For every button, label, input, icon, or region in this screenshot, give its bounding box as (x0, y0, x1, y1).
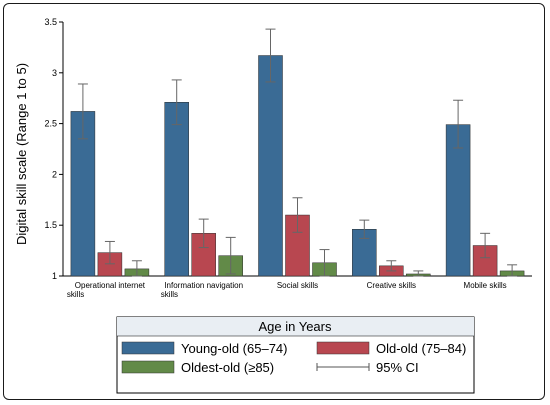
legend-title: Age in Years (258, 319, 332, 334)
bar (164, 102, 189, 277)
legend-label-young-old: Young-old (65–74) (181, 341, 288, 356)
y-tick-label: 2.5 (44, 119, 57, 129)
y-tick-label: 1 (52, 271, 57, 281)
legend-swatch-young-old (121, 341, 175, 355)
chart-frame: 1 1.5 2 2.5 3 3.5 Operational internet skills In… (3, 3, 545, 400)
plot-area: 1 1.5 2 2.5 3 3.5 Operational internet skills In… (44, 17, 532, 299)
bar (445, 124, 471, 277)
x-tick-label: Operational internet skills (67, 281, 146, 299)
y-axis-label: Digital skill scale (Range 1 to 5) (14, 63, 29, 245)
x-tick-label: Social skills (277, 281, 318, 290)
legend-label-oldest-old: Oldest-old (≥85) (181, 360, 274, 375)
y-tick-label: 2 (52, 169, 57, 179)
x-tick-label: Mobile skills (464, 281, 507, 290)
legend-swatch-old-old (316, 341, 370, 355)
y-tick-label: 3.5 (44, 17, 57, 27)
bar (258, 55, 283, 277)
legend: Age in Years Young-old (65–74) Old-old (… (116, 316, 475, 394)
x-tick-label: Information navigation skills (161, 281, 243, 299)
legend-label-old-old: Old-old (75–84) (376, 341, 466, 356)
legend-ci-symbol (316, 363, 370, 371)
legend-swatch-oldest-old (121, 360, 175, 374)
y-tick-label: 3 (52, 68, 57, 78)
x-tick-label: Creative skills (367, 281, 416, 290)
y-tick-label: 1.5 (44, 220, 57, 230)
bar-chart: 1 1.5 2 2.5 3 3.5 Operational internet skills In… (14, 17, 532, 394)
legend-title-band (117, 317, 474, 336)
legend-label-ci: 95% CI (376, 360, 419, 375)
